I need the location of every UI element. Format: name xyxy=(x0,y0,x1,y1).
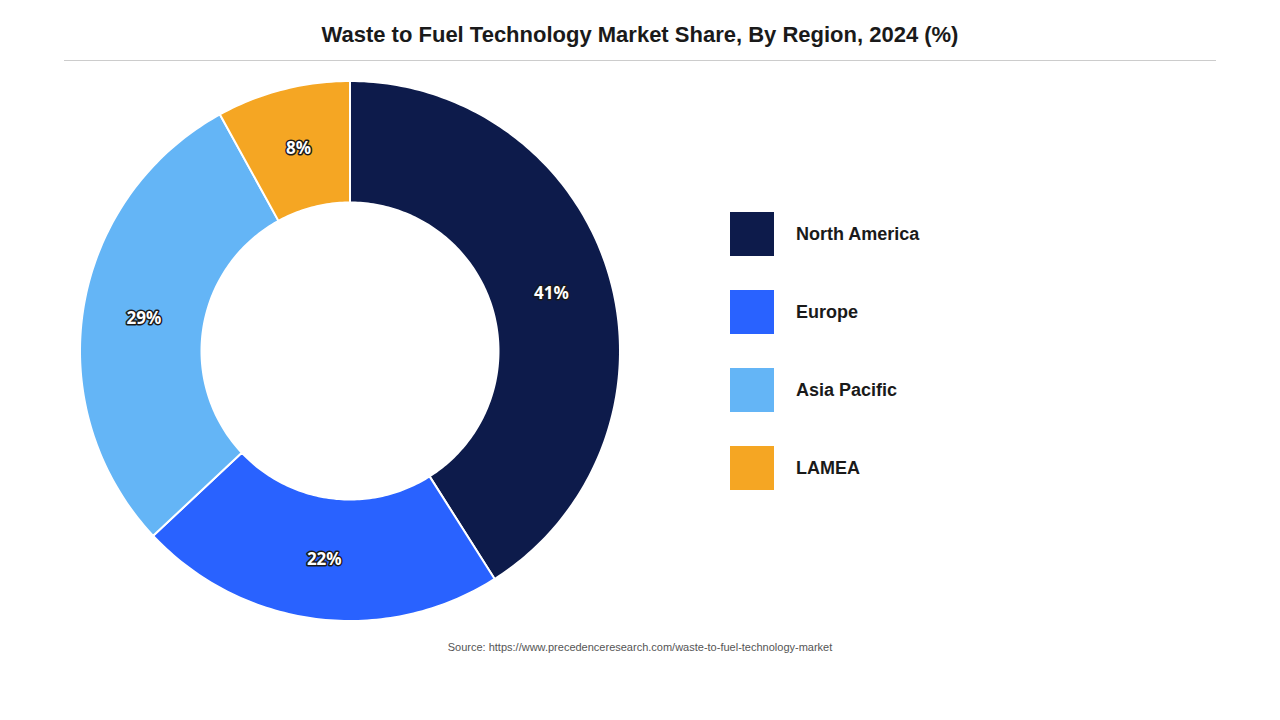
svg-text:22%: 22% xyxy=(307,547,342,570)
svg-text:41%: 41% xyxy=(534,281,569,304)
html-text:North America: North America xyxy=(796,223,920,244)
html-text:Europe: Europe xyxy=(796,301,858,322)
svg-text:29%: 29% xyxy=(126,306,161,329)
html-text:Waste to Fuel Technology Marke: Waste to Fuel Technology Market Share, B… xyxy=(321,22,959,47)
html-text:Asia Pacific: Asia Pacific xyxy=(796,379,898,400)
svg-text:8%: 8% xyxy=(286,136,311,159)
html-text:LAMEA: LAMEA xyxy=(796,457,860,478)
html-text:Source: https://www.precedence: Source: https://www.precedenceresearch.c… xyxy=(447,641,833,653)
